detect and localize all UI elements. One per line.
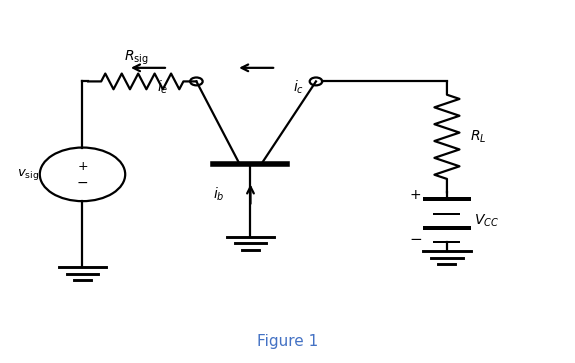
Text: Figure 1: Figure 1 <box>257 334 318 350</box>
Text: $i_b$: $i_b$ <box>213 185 225 203</box>
Text: +: + <box>77 160 88 173</box>
Text: +: + <box>410 188 421 202</box>
Text: $i_e$: $i_e$ <box>156 79 168 96</box>
Text: $i_c$: $i_c$ <box>293 79 304 96</box>
Text: −: − <box>76 176 89 190</box>
Text: −: − <box>409 232 422 247</box>
Text: $V_{CC}$: $V_{CC}$ <box>474 213 499 229</box>
Text: $v_{\rm sig}$: $v_{\rm sig}$ <box>17 167 40 182</box>
Text: $R_L$: $R_L$ <box>470 129 486 145</box>
Text: $R_{\rm sig}$: $R_{\rm sig}$ <box>124 49 149 67</box>
